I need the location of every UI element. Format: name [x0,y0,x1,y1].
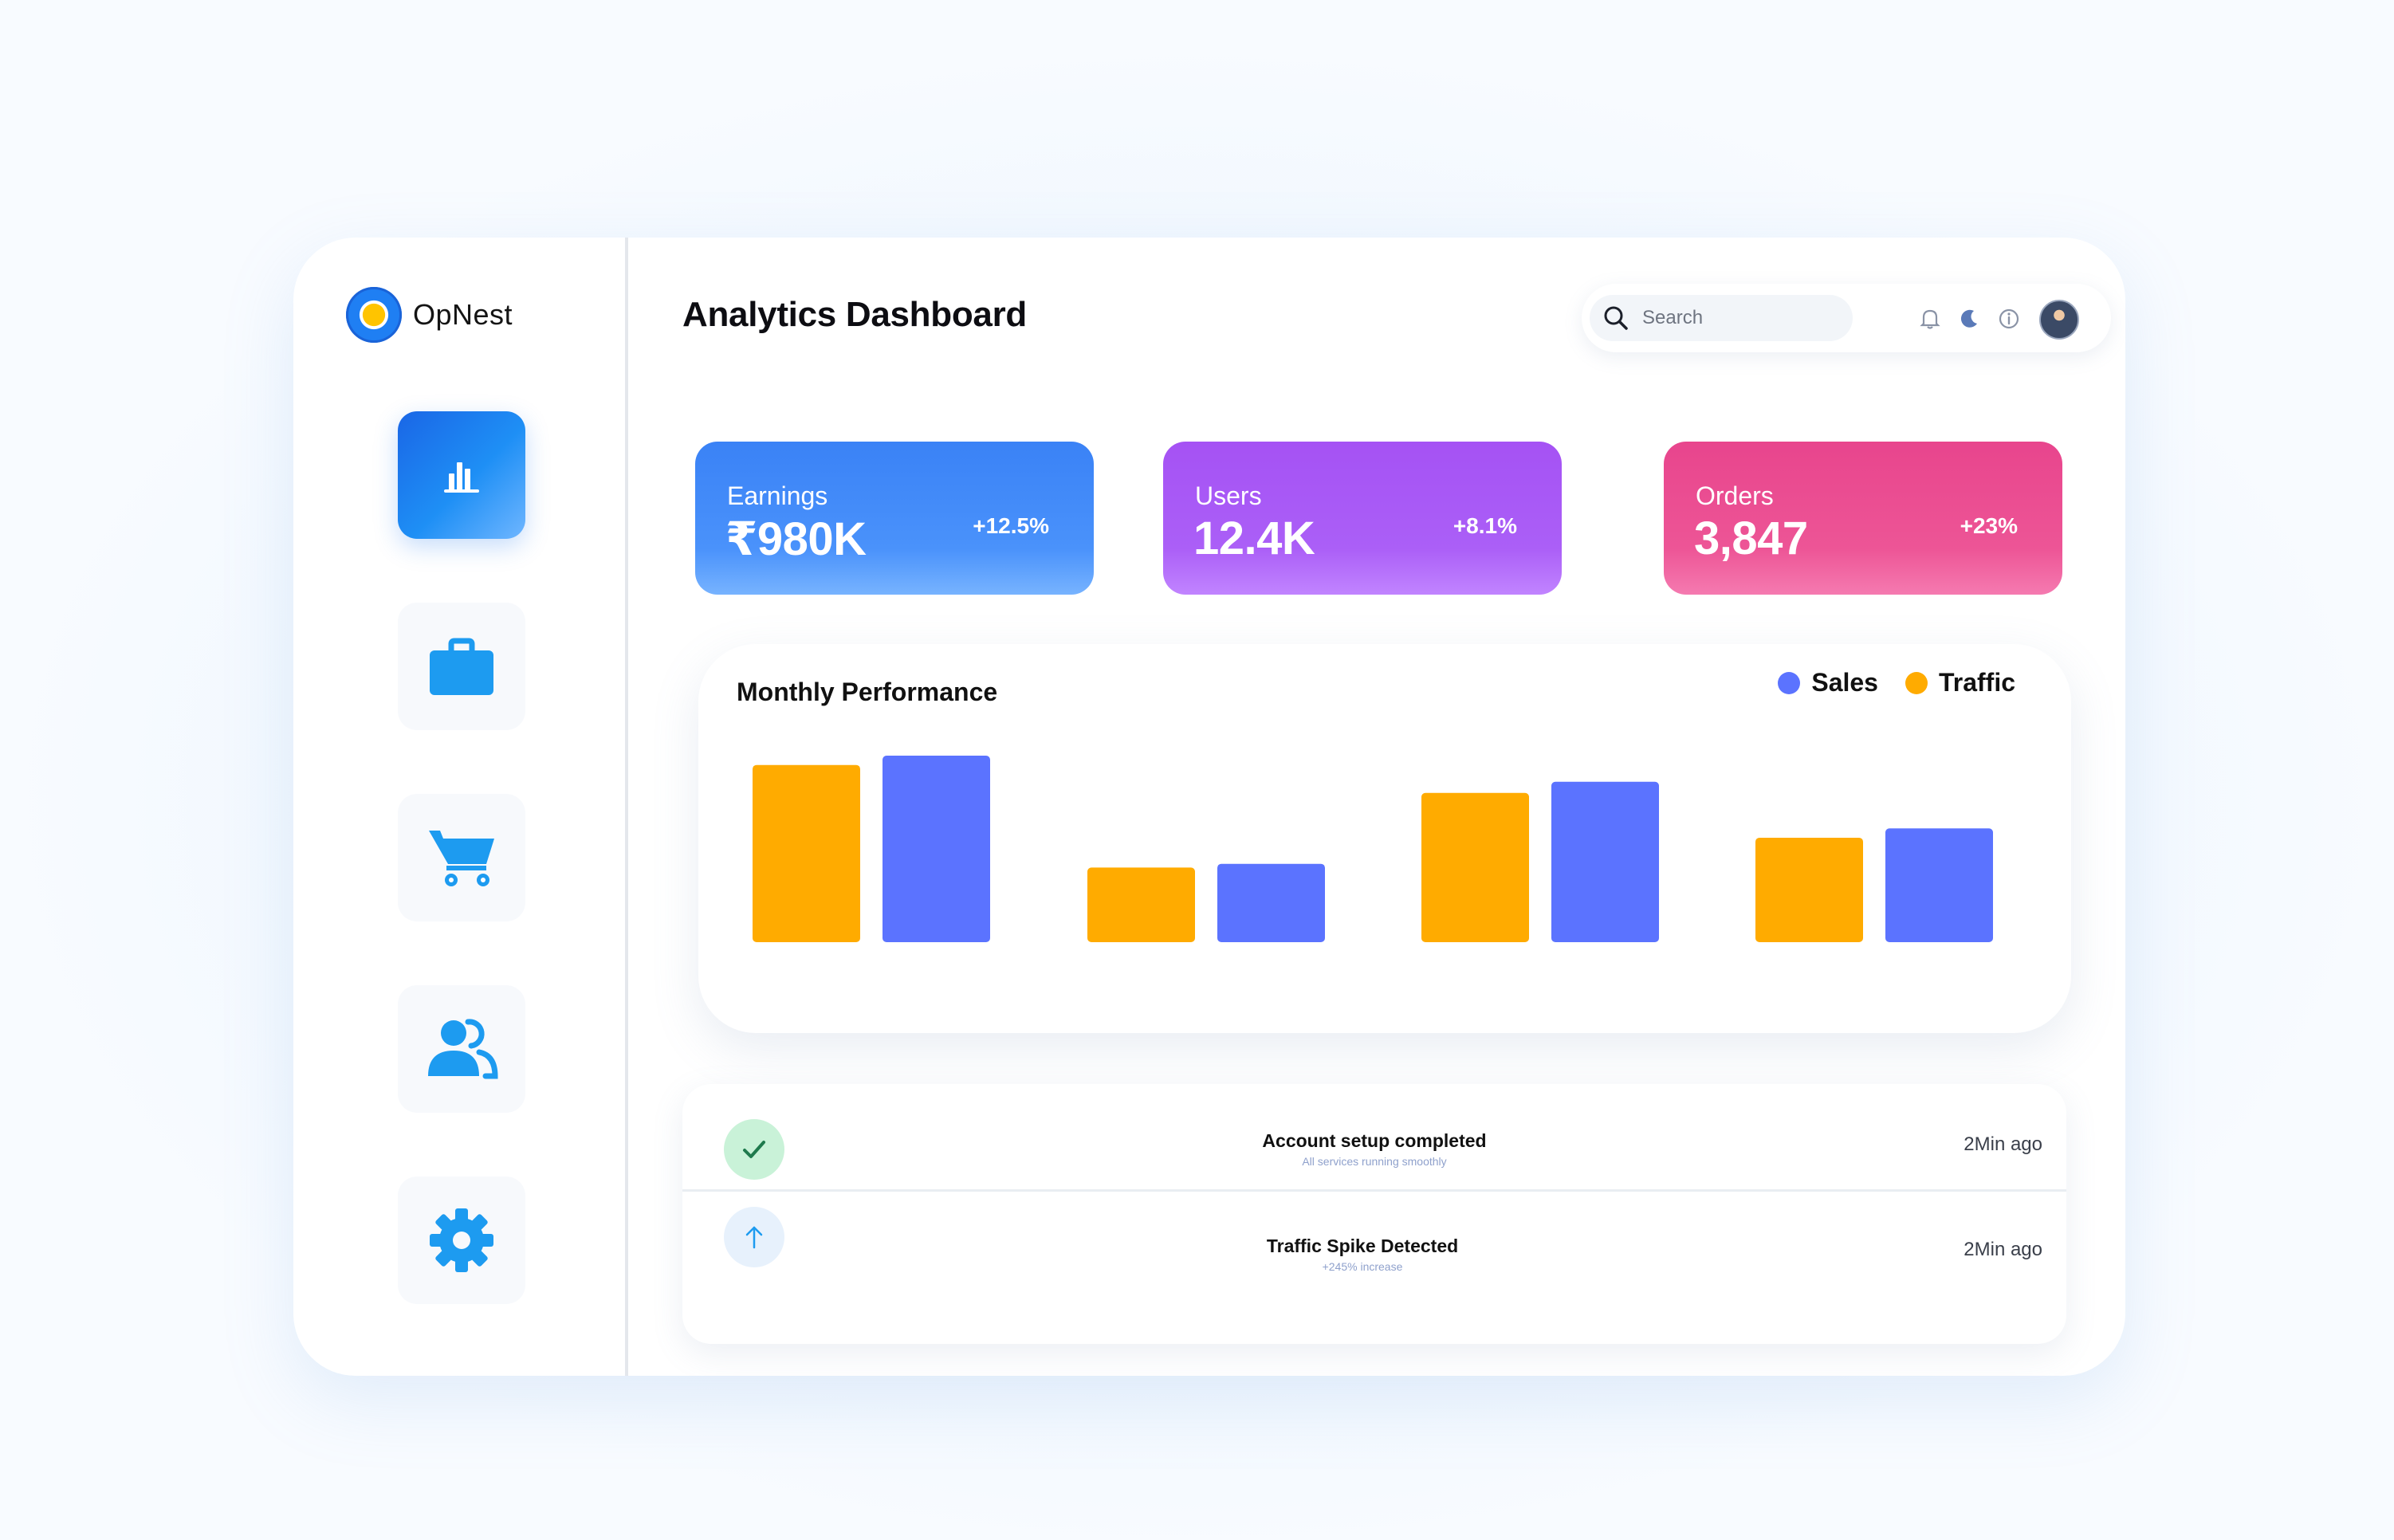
activity-title: Account setup completed [1262,1130,1487,1151]
status-badge [724,1119,784,1180]
logo-icon [346,287,402,343]
chart-title: Monthly Performance [737,678,998,706]
stat-label: Users [1195,481,1262,510]
status-badge [724,1207,784,1267]
bar-traffic-4[interactable] [1755,837,1863,942]
app-window: OpNest [293,238,2125,1376]
bar-sales-3[interactable] [1551,781,1659,942]
stat-value: 3,847 [1694,513,1808,564]
stat-card-orders[interactable]: Orders 3,847 +23% [1664,442,2062,595]
bar-sales-4[interactable] [1885,828,1993,942]
nav-orders[interactable] [398,794,525,921]
users-icon [428,1019,498,1079]
nav-users[interactable] [398,985,525,1113]
stat-value: 12.4K [1193,513,1315,564]
stat-delta: +8.1% [1453,513,1517,538]
check-icon [743,1141,765,1158]
bell-icon[interactable] [1920,308,1940,330]
search-input[interactable] [1641,306,1827,330]
brand-name: OpNest [413,298,513,331]
chart-legend: Sales Traffic [1751,668,2015,697]
avatar[interactable] [2039,300,2079,340]
activity-subtitle: +245% increase [1322,1260,1403,1273]
search-icon [1604,306,1628,330]
stat-delta: +23% [1960,513,2018,538]
gear-icon [430,1208,493,1272]
bar-sales-1[interactable] [883,756,990,942]
activity-feed: Account setup completed All services run… [682,1084,2066,1344]
stat-label: Earnings [727,481,828,510]
activity-item[interactable]: Traffic Spike Detected +245% increase 2M… [682,1189,2066,1294]
bar-chart-icon [444,462,479,493]
logo[interactable]: OpNest [346,287,513,343]
cart-icon [429,831,494,886]
search-box[interactable] [1590,295,1853,341]
info-icon[interactable] [1998,308,2020,330]
main-content: Analytics Dashboard [628,238,2125,1376]
stat-delta: +12.5% [973,513,1049,538]
bar-traffic-1[interactable] [753,764,860,942]
bar-sales-2[interactable] [1217,863,1325,942]
activity-time: 2Min ago [1964,1239,2042,1260]
page-title: Analytics Dashboard [682,295,1027,334]
activity-subtitle: All services running smoothly [1302,1155,1447,1168]
nav-settings[interactable] [398,1177,525,1304]
legend-item-sales[interactable]: Sales [1778,668,1878,697]
sidebar: OpNest [293,238,628,1376]
legend-label: Traffic [1938,668,2015,697]
activity-time: 2Min ago [1964,1133,2042,1155]
stat-card-users[interactable]: Users 12.4K +8.1% [1163,442,1562,595]
top-toolbar [1582,284,2111,352]
nav-projects[interactable] [398,603,525,730]
briefcase-icon [430,638,493,695]
bar-chart [753,756,1993,942]
activity-title: Traffic Spike Detected [1266,1236,1459,1256]
legend-swatch [1905,671,1928,694]
stat-card-earnings[interactable]: Earnings ₹980K +12.5% [695,442,1094,595]
legend-item-traffic[interactable]: Traffic [1905,668,2015,697]
stat-label: Orders [1696,481,1774,510]
legend-swatch [1778,671,1801,694]
bar-traffic-3[interactable] [1421,792,1529,942]
monthly-performance-chart: Monthly Performance Sales Traffic [698,644,2071,1033]
stat-value: ₹980K [725,513,867,565]
nav-analytics[interactable] [398,411,525,539]
moon-icon[interactable] [1960,308,1980,330]
arrow-up-icon [745,1226,763,1249]
legend-label: Sales [1811,668,1878,697]
activity-item[interactable]: Account setup completed All services run… [682,1084,2066,1192]
bar-traffic-2[interactable] [1087,867,1195,942]
